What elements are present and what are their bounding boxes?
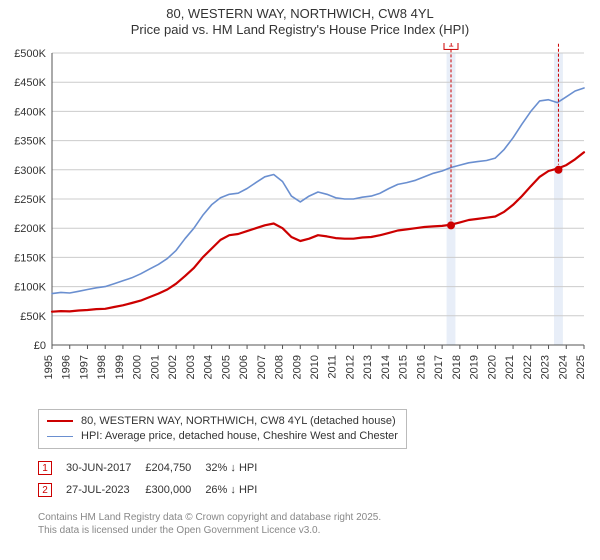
y-tick-label: £300K [14, 164, 46, 176]
x-tick-label: 2013 [362, 355, 374, 379]
sales-price: £300,000 [145, 479, 205, 501]
chart-area: £0 £50K £100K £150K £200K £250K £300K £350K £400… [8, 43, 600, 403]
sales-date: 27-JUL-2023 [66, 479, 145, 501]
sales-table: 1 30-JUN-2017£204,75032% ↓ HPI 2 27-JUL-202… [38, 457, 271, 501]
sales-row: 1 30-JUN-2017£204,75032% ↓ HPI [38, 457, 271, 479]
legend: 80, WESTERN WAY, NORTHWICH, CW8 4YL (det… [38, 409, 407, 450]
sales-marker-box: 1 [38, 461, 52, 475]
sale-marker-number: 1 [448, 43, 454, 49]
legend-item: HPI: Average price, detached house, Ches… [47, 429, 398, 444]
x-tick-label: 2018 [451, 355, 463, 379]
legend-label: HPI: Average price, detached house, Ches… [81, 429, 398, 444]
y-tick-label: £500K [14, 48, 46, 60]
y-tick-label: £150K [14, 252, 46, 264]
x-tick-label: 2009 [291, 355, 303, 379]
x-tick-label: 2025 [575, 355, 587, 379]
series-hpi [52, 88, 584, 294]
x-tick-label: 1995 [43, 355, 55, 379]
x-tick-label: 2023 [540, 355, 552, 379]
x-tick-label: 2020 [486, 355, 498, 379]
x-tick-label: 2024 [557, 355, 569, 379]
x-tick-label: 2005 [220, 355, 232, 379]
y-tick-label: £200K [14, 223, 46, 235]
sale-marker-dot [554, 165, 562, 173]
x-tick-label: 2004 [203, 355, 215, 379]
series-price_paid [52, 152, 584, 311]
sale-marker-dot [447, 221, 455, 229]
x-tick-label: 1999 [114, 355, 126, 379]
sales-date: 30-JUN-2017 [66, 457, 145, 479]
y-tick-label: £400K [14, 106, 46, 118]
x-tick-label: 2016 [415, 355, 427, 379]
sales-row: 2 27-JUL-2023£300,00026% ↓ HPI [38, 479, 271, 501]
footer-note: Contains HM Land Registry data © Crown c… [38, 511, 592, 537]
y-tick-label: £250K [14, 194, 46, 206]
x-tick-label: 2022 [522, 355, 534, 379]
x-tick-label: 2000 [132, 355, 144, 379]
x-tick-label: 2003 [185, 355, 197, 379]
legend-item: 80, WESTERN WAY, NORTHWICH, CW8 4YL (det… [47, 414, 398, 429]
x-tick-label: 2014 [380, 355, 392, 379]
x-tick-label: 2007 [256, 355, 268, 379]
x-tick-label: 1997 [78, 355, 90, 379]
x-tick-label: 2001 [149, 355, 161, 379]
x-tick-label: 1998 [96, 355, 108, 379]
sales-price: £204,750 [145, 457, 205, 479]
sales-delta: 32% ↓ HPI [205, 457, 271, 479]
x-tick-label: 2019 [469, 355, 481, 379]
chart-svg: £0 £50K £100K £150K £200K £250K £300K £350K £400… [8, 43, 592, 403]
x-tick-label: 2006 [238, 355, 250, 379]
legend-swatch [47, 420, 73, 422]
y-tick-label: £450K [14, 77, 46, 89]
legend-label: 80, WESTERN WAY, NORTHWICH, CW8 4YL (det… [81, 414, 396, 429]
y-tick-label: £100K [14, 281, 46, 293]
sales-marker-box: 2 [38, 483, 52, 497]
x-tick-label: 2017 [433, 355, 445, 379]
footer-line-1: Contains HM Land Registry data © Crown c… [38, 511, 592, 524]
title-line-1: 80, WESTERN WAY, NORTHWICH, CW8 4YL [0, 6, 600, 22]
x-tick-label: 1996 [61, 355, 73, 379]
x-tick-label: 2021 [504, 354, 516, 378]
sales-delta: 26% ↓ HPI [205, 479, 271, 501]
x-tick-label: 2015 [398, 355, 410, 379]
x-tick-label: 2008 [274, 355, 286, 379]
x-tick-label: 2010 [309, 355, 321, 379]
legend-swatch [47, 436, 73, 437]
footer-line-2: This data is licensed under the Open Gov… [38, 524, 592, 537]
x-tick-label: 2002 [167, 355, 179, 379]
x-tick-label: 2012 [344, 355, 356, 379]
y-tick-label: £50K [20, 310, 46, 322]
chart-title-block: 80, WESTERN WAY, NORTHWICH, CW8 4YL Pric… [0, 0, 600, 39]
y-tick-label: £350K [14, 135, 46, 147]
x-tick-label: 2011 [327, 355, 339, 379]
title-line-2: Price paid vs. HM Land Registry's House … [0, 22, 600, 38]
y-tick-label: £0 [34, 340, 46, 352]
